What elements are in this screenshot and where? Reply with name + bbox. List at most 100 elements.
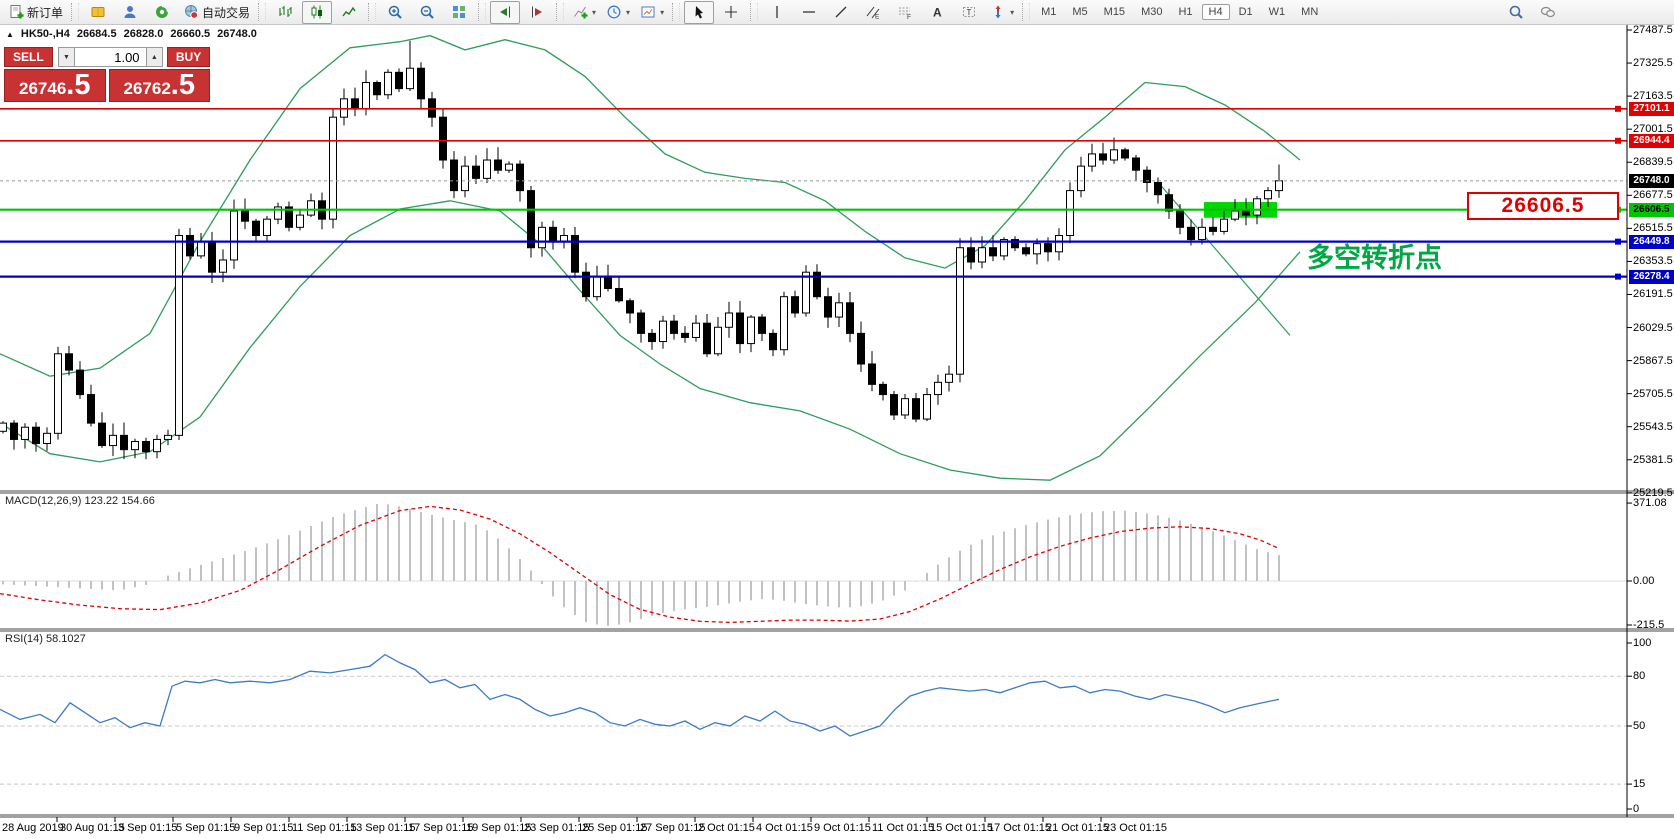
textA-icon: A bbox=[933, 6, 942, 20]
toolbar-separator bbox=[258, 3, 267, 21]
tile-windows-button[interactable] bbox=[444, 1, 474, 24]
toolbar-separator bbox=[478, 3, 487, 21]
fibonacci-button[interactable]: F bbox=[890, 1, 920, 24]
autotrade-icon bbox=[185, 5, 199, 19]
templates-button[interactable]: ▾ bbox=[636, 1, 668, 24]
auto-scroll-button[interactable] bbox=[490, 0, 521, 24]
price-axis-label: 25867.5 bbox=[1633, 354, 1673, 367]
chart-area[interactable]: 27487.5 27325.5 27163.5 27001.5 26839.5 26677… bbox=[0, 24, 1674, 839]
hline-icon bbox=[803, 11, 816, 13]
rsi-axis-label: 0 bbox=[1633, 803, 1640, 815]
periods-button[interactable]: ▾ bbox=[602, 1, 634, 24]
date-label: 27 Sep 01:15 bbox=[640, 822, 706, 834]
trendline-button[interactable] bbox=[826, 1, 856, 24]
new-order-button[interactable]: 新订单 bbox=[4, 1, 67, 24]
date-label: 25 Sep 01:15 bbox=[582, 822, 648, 834]
trend-icon bbox=[835, 6, 847, 18]
autotrading-button[interactable]: 自动交易 bbox=[179, 1, 254, 24]
cursor-button[interactable] bbox=[684, 0, 715, 24]
macd-indicator-label: MACD(12,26,9) 123.22 154.66 bbox=[5, 495, 155, 507]
timeframe-button-h4[interactable]: H4 bbox=[1201, 4, 1230, 20]
buy-button[interactable]: BUY bbox=[167, 47, 211, 67]
indicators-button[interactable]: ▾ bbox=[568, 1, 600, 24]
line-chart-button[interactable] bbox=[334, 1, 364, 24]
chart-shift-button[interactable] bbox=[522, 1, 552, 24]
rsi-axis-label: 80 bbox=[1633, 670, 1646, 683]
date-label: 23 Sep 01:15 bbox=[524, 822, 590, 834]
panel-toggle-icon[interactable]: ▲ bbox=[6, 29, 14, 39]
toolbar-separator bbox=[672, 3, 681, 21]
price-axis-label: 25219.5 bbox=[1633, 486, 1673, 499]
crosshair-button[interactable] bbox=[716, 1, 746, 24]
timeframe-button-m15[interactable]: M15 bbox=[1103, 6, 1126, 18]
channel-icon: E bbox=[866, 6, 880, 20]
volume-field[interactable]: 1.00 bbox=[75, 47, 146, 67]
zoom-out-button[interactable] bbox=[412, 1, 442, 24]
buy-price[interactable]: 26762.5 bbox=[108, 69, 210, 102]
editor-button[interactable] bbox=[83, 1, 113, 24]
date-label: 9 Sep 01:15 bbox=[234, 822, 294, 834]
date-label: 5 Sep 01:15 bbox=[176, 822, 236, 834]
price-axis-label: 27163.5 bbox=[1633, 90, 1673, 103]
horizontal-line-button[interactable] bbox=[794, 1, 824, 24]
sell-button[interactable]: SELL bbox=[4, 47, 53, 67]
equidistant-channel-button[interactable]: E bbox=[858, 1, 888, 24]
arrows-icon bbox=[995, 5, 1001, 19]
fibo-icon: F bbox=[899, 7, 911, 20]
date-label: 23 Oct 01:15 bbox=[1104, 822, 1167, 834]
zoomout-icon bbox=[420, 5, 434, 19]
signals-icon bbox=[156, 6, 169, 18]
timeframe-button-mn[interactable]: MN bbox=[1301, 6, 1319, 18]
svg-text:A: A bbox=[933, 6, 942, 20]
date-label: 17 Oct 01:15 bbox=[988, 822, 1051, 834]
price-axis-label: 26353.5 bbox=[1633, 255, 1673, 268]
template-icon bbox=[641, 6, 655, 18]
zoom-in-button[interactable] bbox=[380, 1, 410, 24]
tiles-icon bbox=[453, 6, 466, 18]
autoscroll-icon bbox=[500, 6, 511, 18]
rsi-axis-label: 50 bbox=[1633, 720, 1646, 732]
indicators-icon bbox=[574, 6, 588, 19]
symbol-ohlc-bar: ▲ HK50-,H4 26684.5 26828.0 26660.5 26748… bbox=[6, 28, 257, 40]
community-button[interactable] bbox=[1533, 1, 1563, 24]
profile-button[interactable] bbox=[115, 1, 145, 24]
signals-button[interactable] bbox=[147, 1, 177, 24]
date-label: 2 Oct 01:15 bbox=[698, 822, 755, 834]
timeframe-button-h1[interactable]: H1 bbox=[1178, 6, 1193, 18]
toolbar-separator bbox=[71, 3, 80, 21]
timeframe-button-m5[interactable]: M5 bbox=[1072, 6, 1088, 18]
arrows-button[interactable]: ▾ bbox=[986, 1, 1018, 24]
chart-canvas[interactable] bbox=[0, 25, 1674, 839]
sell-price[interactable]: 26746.5 bbox=[4, 69, 106, 102]
price-tag: 26449.8 bbox=[1629, 234, 1674, 249]
bar-chart-button[interactable] bbox=[270, 1, 300, 24]
one-click-trading-panel: SELL ▼ 1.00 ▲ BUY 26746.5 26762.5 bbox=[4, 47, 211, 102]
vline-icon bbox=[776, 6, 778, 18]
date-label: 15 Oct 01:15 bbox=[930, 822, 993, 834]
price-axis-label: 26029.5 bbox=[1633, 321, 1673, 334]
toolbar-separator bbox=[1022, 3, 1031, 21]
toolbar: 新订单 自动交易 ▾ ▾ ▾ E F A T ▾ M1 M5 M15 M30 H1 H4 D1 W1 MN bbox=[0, 0, 1674, 25]
price-axis-label: 25543.5 bbox=[1633, 420, 1673, 433]
price-axis-label: 25381.5 bbox=[1633, 453, 1673, 466]
price-axis-label: 26839.5 bbox=[1633, 156, 1673, 169]
date-label: 11 Sep 01:15 bbox=[292, 822, 357, 834]
toolbar-separator bbox=[556, 3, 565, 21]
volume-down-button[interactable]: ▼ bbox=[57, 47, 76, 67]
candlestick-chart-button[interactable] bbox=[302, 0, 333, 24]
crosshair-icon bbox=[725, 6, 738, 18]
volume-up-button[interactable]: ▲ bbox=[145, 47, 164, 67]
timeframe-button-w1[interactable]: W1 bbox=[1268, 6, 1286, 18]
timeframe-button-d1[interactable]: D1 bbox=[1238, 6, 1253, 18]
timeframe-button-m30[interactable]: M30 bbox=[1141, 6, 1163, 18]
date-label: 28 Aug 2019 bbox=[2, 822, 64, 834]
timeframe-button-m1[interactable]: M1 bbox=[1041, 6, 1057, 18]
text-button[interactable]: A bbox=[922, 1, 952, 24]
macd-axis-label: 371.08 bbox=[1633, 497, 1667, 510]
vertical-line-button[interactable] bbox=[762, 1, 792, 24]
zoomin-icon bbox=[388, 5, 402, 19]
text-label-button[interactable]: T bbox=[954, 1, 984, 24]
date-label: 9 Oct 01:15 bbox=[814, 822, 871, 834]
high-value: 26828.0 bbox=[123, 28, 164, 40]
search-button[interactable] bbox=[1501, 1, 1531, 24]
